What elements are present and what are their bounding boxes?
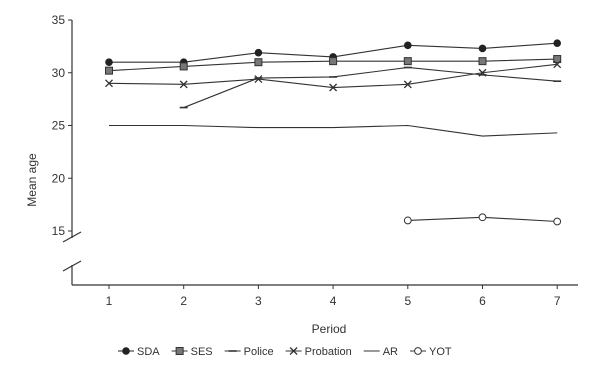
series-ar-line [109, 124, 558, 137]
series-probation-point [329, 83, 338, 92]
y-tick-label: 25 [52, 119, 66, 133]
y-axis-title: Mean age [25, 153, 39, 207]
series-ses-point [403, 57, 412, 66]
series-sda-point [105, 58, 113, 67]
series-police-line [183, 66, 558, 109]
legend-item-sda: SDA [118, 346, 160, 358]
series-probation-point [478, 68, 487, 77]
legend-marker [122, 347, 130, 355]
x-tick-label: 7 [554, 294, 561, 308]
series-sda-point [553, 39, 562, 48]
series-ses-point [254, 58, 263, 67]
legend-marker [175, 347, 184, 355]
legend-item-ar: AR [363, 346, 398, 358]
legend-marker [289, 347, 298, 355]
series-yot-point [403, 216, 412, 225]
y-tick-label: 15 [52, 224, 66, 238]
y-tick-label: 35 [52, 13, 66, 27]
series-probation-point [179, 80, 188, 89]
series-probation-point [105, 79, 113, 88]
series-ar [109, 124, 558, 137]
legend-label: YOT [429, 346, 452, 358]
chart-series [105, 39, 562, 226]
series-sda [105, 39, 562, 67]
x-tick-label: 4 [330, 294, 337, 308]
axis-break-mark [62, 260, 82, 272]
legend-item-ses: SES [171, 346, 213, 358]
series-ses [105, 55, 562, 75]
y-tick-label: 20 [52, 171, 66, 185]
series-yot [403, 213, 562, 226]
legend-item-yot: YOT [409, 346, 452, 358]
series-ses-point [179, 62, 188, 71]
series-probation-point [254, 75, 263, 84]
series-yot-point [553, 217, 562, 226]
series-probation-point [403, 80, 412, 89]
legend-marker [414, 347, 422, 355]
series-probation [105, 60, 562, 92]
axis-break-mark [62, 231, 82, 243]
legend-label: Police [244, 346, 274, 358]
legend-label: SES [191, 346, 213, 358]
series-ses-point [478, 57, 487, 66]
legend-item-police: Police [224, 346, 274, 358]
legend-item-probation: Probation [285, 346, 352, 358]
series-sda-point [478, 44, 487, 53]
x-tick-label: 5 [404, 294, 411, 308]
series-yot-point [478, 213, 487, 222]
legend-label: AR [383, 346, 398, 358]
series-ses-point [329, 57, 338, 66]
series-sda-point [254, 48, 263, 57]
chart-legend: SDA SES Police Probation AR YOT [118, 346, 452, 358]
series-ses-point [105, 66, 113, 75]
legend-label: Probation [305, 346, 352, 358]
x-tick-label: 6 [479, 294, 486, 308]
series-police [179, 66, 562, 109]
series-ses-point [553, 55, 562, 64]
legend-label: SDA [137, 346, 160, 358]
x-axis-title: Period [312, 322, 347, 336]
x-tick-label: 1 [106, 294, 113, 308]
x-tick-label: 2 [180, 294, 187, 308]
series-sda-point [404, 41, 412, 50]
y-tick-label: 30 [52, 66, 66, 80]
chart-axes: 15 20 25 30 35 1 2 3 4 5 6 7 [52, 13, 578, 308]
series-probation-point [553, 60, 562, 69]
x-tick-label: 3 [255, 294, 262, 308]
